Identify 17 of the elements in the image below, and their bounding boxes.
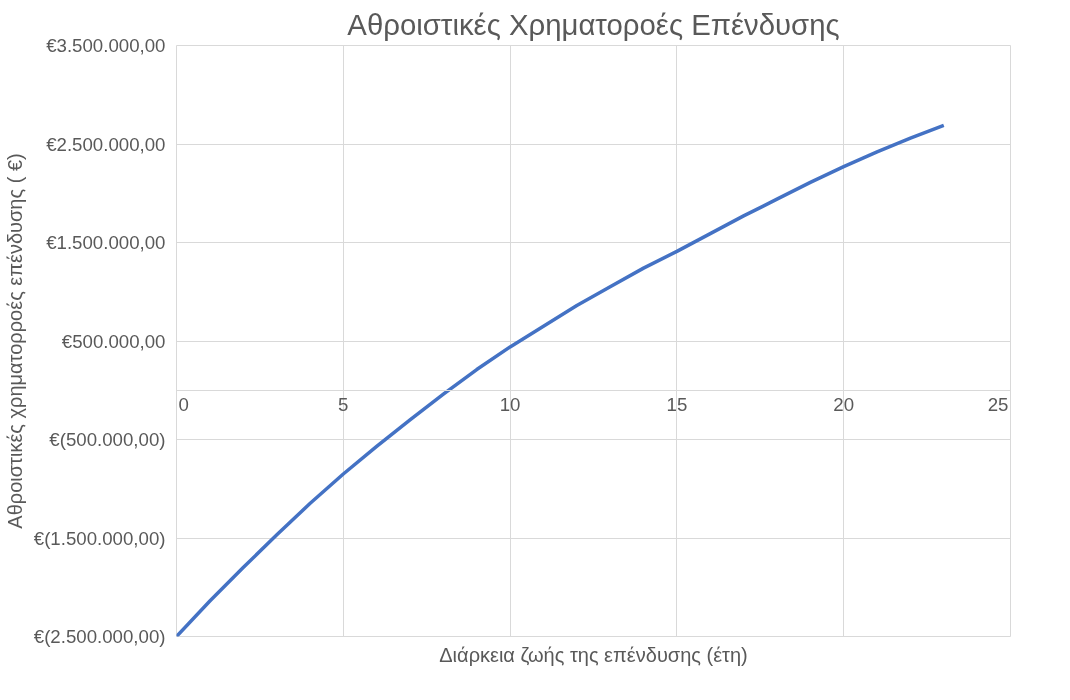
y-tick-label: €1.500.000,00 — [46, 232, 166, 253]
chart-title: Αθροιστικές Χρηματοροές Επένδυσης — [347, 7, 840, 41]
x-tick-label: 15 — [666, 394, 688, 416]
y-axis-title: Αθροιστικές χρηματορροές επένδυσης ( €) — [3, 153, 26, 529]
x-tick-label: 20 — [833, 394, 855, 416]
x-tick-label: 25 — [987, 394, 1009, 416]
y-tick-label: €3.500.000,00 — [46, 35, 166, 56]
y-tick-label: €(500.000,00) — [49, 429, 166, 450]
y-tick-label: €2.500.000,00 — [46, 133, 166, 155]
x-tick-label: 5 — [338, 394, 349, 416]
y-tick-label: €(2.500.000,00) — [33, 626, 166, 647]
x-tick-label: 0 — [178, 394, 189, 416]
x-axis-title: Διάρκεια ζωής της επένδυσης (έτη) — [439, 643, 748, 666]
x-tick-label: 10 — [499, 394, 521, 416]
line-series — [176, 123, 946, 637]
y-tick-label: €(1.500.000,00) — [33, 527, 166, 549]
y-tick-label: €500.000,00 — [61, 330, 166, 352]
